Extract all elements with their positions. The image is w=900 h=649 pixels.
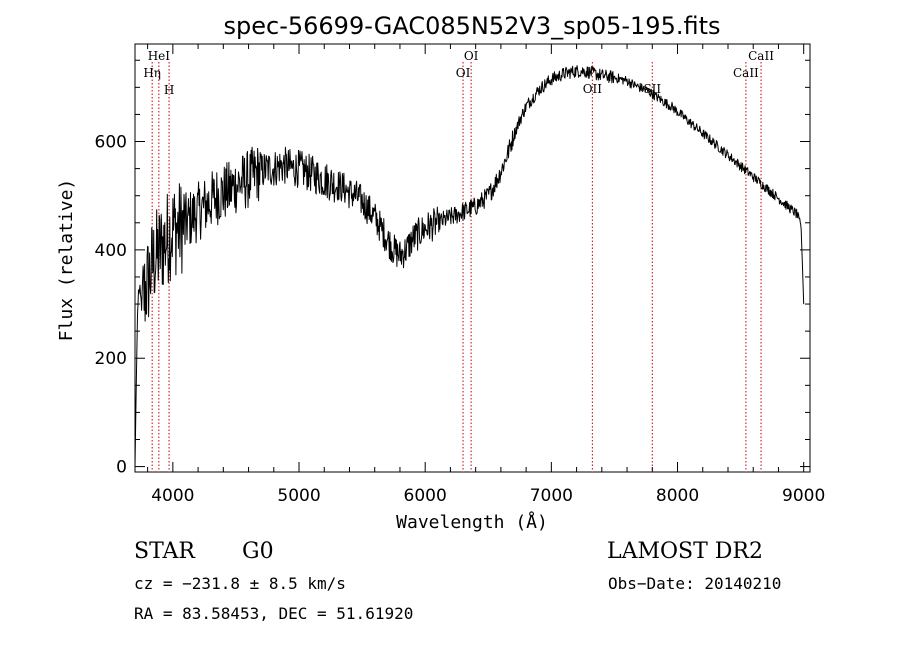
spectral-line-label: OI [456, 66, 471, 80]
spectral-line-label: H [164, 83, 174, 97]
x-axis-ticks: 4000 5000 6000 7000 8000 9000 [147, 44, 825, 506]
spectral-line-label: OII [583, 82, 603, 96]
spectral-line-label: CaII [733, 66, 759, 80]
spectral-line-labels: Hη HeI H OI OI OII SII CaII CaII [143, 49, 774, 97]
coordinates: RA = 83.58453, DEC = 51.61920 [134, 604, 413, 623]
spectral-line-markers [151, 62, 762, 472]
spectral-line-label: OI [464, 49, 479, 63]
spectral-line-label: CaII [748, 49, 774, 63]
chart-title: spec-56699-GAC085N52V3_sp05-195.fits [224, 12, 721, 40]
y-axis-ticks: 0 200 400 600 [95, 59, 810, 478]
y-tick-label: 600 [95, 133, 127, 153]
redshift-cz: cz = −231.8 ± 8.5 km/s [134, 574, 346, 593]
plot-frame [134, 43, 811, 473]
x-tick-label: 8000 [656, 486, 699, 506]
spectrum-line [134, 65, 805, 467]
x-tick-label: 9000 [782, 486, 825, 506]
y-axis-label: Flux (relative) [56, 179, 77, 342]
spectral-line-label: HeI [148, 49, 171, 63]
x-tick-label: 6000 [404, 486, 447, 506]
object-subclass: G0 [242, 539, 274, 564]
spectral-line-label: Hη [143, 66, 161, 80]
x-tick-label: 5000 [277, 486, 320, 506]
x-tick-label: 4000 [151, 486, 194, 506]
y-tick-label: 200 [95, 349, 127, 369]
spectral-line-label: SII [643, 82, 661, 96]
x-axis-label: Wavelength (Å) [396, 511, 548, 533]
object-type: STAR [134, 539, 196, 564]
survey-name: LAMOST DR2 [607, 539, 763, 564]
x-tick-label: 7000 [530, 486, 573, 506]
y-tick-label: 0 [116, 458, 127, 478]
spectrum-series [134, 65, 805, 467]
observation-date: Obs−Date: 20140210 [608, 574, 781, 593]
y-tick-label: 400 [95, 241, 127, 261]
